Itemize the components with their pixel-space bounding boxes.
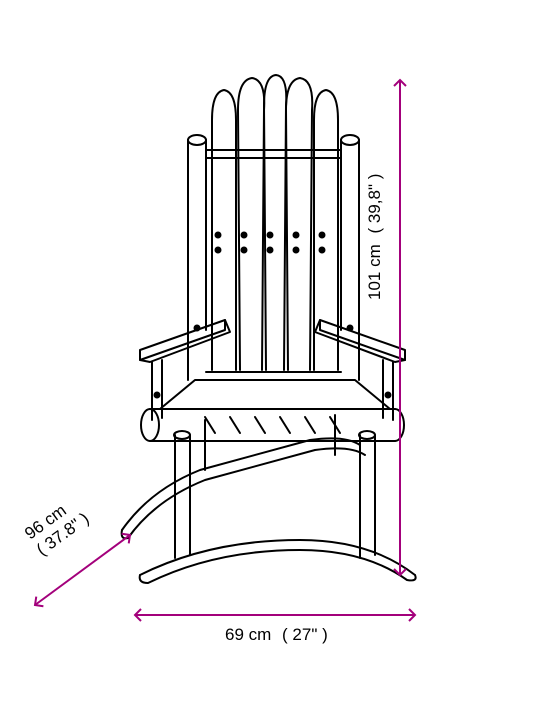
width-label: 69 cm ( 27" ) [225,625,328,644]
height-label: 101 cm ( 39,8" ) [365,174,384,300]
diagram-canvas: 101 cm ( 39,8" ) 69 cm ( 27" ) 96 cm ( 3… [0,0,540,720]
chair-drawing [122,75,416,583]
dimension-width: 69 cm ( 27" ) [135,609,415,644]
dimension-depth: 96 cm ( 37.8" ) [21,493,130,607]
diagram-svg: 101 cm ( 39,8" ) 69 cm ( 27" ) 96 cm ( 3… [0,0,540,720]
dimension-height: 101 cm ( 39,8" ) [365,80,406,575]
